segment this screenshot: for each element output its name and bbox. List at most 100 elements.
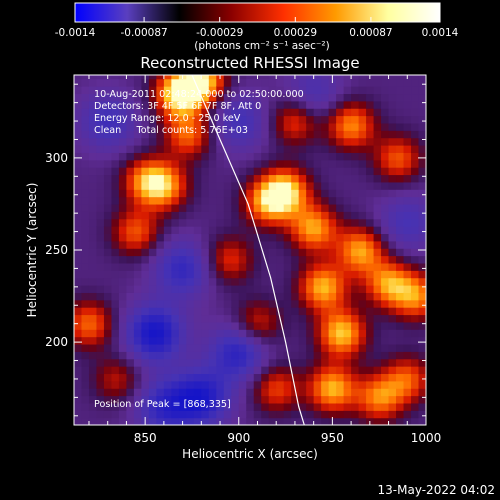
heatmap-cell [276,373,285,382]
heatmap-cell [396,351,405,360]
heatmap-cell [193,100,202,109]
heatmap-cell [88,292,98,301]
heatmap-cell [246,351,255,360]
heatmap-cell [411,373,420,382]
heatmap-cell [186,167,195,176]
heatmap-cell [96,240,105,249]
heatmap-cell [223,270,232,279]
heatmap-cell [141,233,150,242]
heatmap-cell [373,75,382,80]
heatmap-cell [193,410,202,419]
heatmap-cell [381,299,390,308]
heatmap-cell [178,130,187,139]
heatmap-cell [418,270,426,279]
heatmap-cell [328,181,337,190]
heatmap-cell [261,373,270,382]
heatmap-cell [313,262,322,271]
heatmap-cell [163,145,172,153]
heatmap-cell [201,292,210,301]
heatmap-cell [231,100,240,109]
heatmap-cell [163,152,172,161]
heatmap-cell [268,277,277,286]
heatmap-cell [388,262,397,271]
heatmap-cell [358,270,367,279]
heatmap-cell [156,218,165,227]
heatmap-cell [336,358,345,367]
heatmap-cell [358,174,367,183]
heatmap-cell [268,226,277,235]
heatmap-cell [186,270,195,279]
heatmap-cell [246,145,255,153]
heatmap-cell [381,366,390,375]
heatmap-cell [268,130,277,139]
heatmap-cell [96,100,105,109]
heatmap-cell [148,75,157,80]
heatmap-cell [351,262,360,271]
heatmap-cell [336,262,345,271]
heatmap-cell [216,100,225,109]
heatmap-cell [261,262,270,271]
heatmap-cell [186,307,195,316]
heatmap-cell [291,351,300,360]
heatmap-cell [358,159,367,168]
colorbar-tick-label: 0.0014 [422,27,459,39]
heatmap-cell [268,100,277,109]
heatmap-cell [88,285,98,293]
heatmap-cell [373,248,382,257]
heatmap-cell [103,174,113,183]
heatmap-cell [88,329,98,338]
heatmap-cell [366,329,375,338]
heatmap-cell [88,343,98,352]
heatmap-cell [366,380,375,389]
heatmap-cell [411,218,420,227]
heatmap-cell [418,159,426,168]
heatmap-cell [343,277,352,286]
heatmap-cell [96,380,105,389]
heatmap-cell [193,285,202,293]
heatmap-cell [238,75,247,80]
heatmap-cell [201,329,210,338]
heatmap-cell [186,321,195,330]
heatmap-cell [231,181,240,190]
heatmap-cell [358,78,367,87]
heatmap-cell [223,137,232,146]
heatmap-cell [366,108,375,117]
peak-position-label: Position of Peak = [868,335] [94,399,231,410]
heatmap-cell [156,248,165,257]
heatmap-cell [336,351,345,360]
heatmap-cell [373,410,382,419]
heatmap-cell [351,196,360,205]
heatmap-cell [343,358,352,367]
heatmap-cell [156,410,165,419]
heatmap-cell [133,152,143,161]
heatmap-cell [216,226,225,235]
heatmap-cell [283,299,292,308]
heatmap-cell [328,248,337,257]
heatmap-cell [313,292,322,301]
heatmap-cell [96,329,105,338]
heatmap-cell [253,358,262,367]
heatmap-cell [351,336,360,345]
heatmap-cell [88,181,98,190]
heatmap-cell [231,248,240,257]
heatmap-cell [103,321,113,330]
heatmap-cell [201,343,210,352]
heatmap-cell [321,130,330,139]
heatmap-cell [403,292,412,301]
heatmap-cell [291,240,300,249]
heatmap-cell [171,159,180,168]
heatmap-cell [231,75,240,80]
heatmap-cell [396,226,405,235]
heatmap-cell [126,262,135,271]
heatmap-cell [208,78,217,87]
heatmap-cell [268,336,277,345]
heatmap-cell [388,388,397,397]
heatmap-cell [193,248,202,257]
heatmap-cell [156,226,165,235]
heatmap-cell [291,78,300,87]
heatmap-cell [118,358,128,367]
heatmap-cell [111,343,120,352]
heatmap-cell [358,380,367,389]
heatmap-cell [411,321,420,330]
heatmap-cell [373,115,382,124]
